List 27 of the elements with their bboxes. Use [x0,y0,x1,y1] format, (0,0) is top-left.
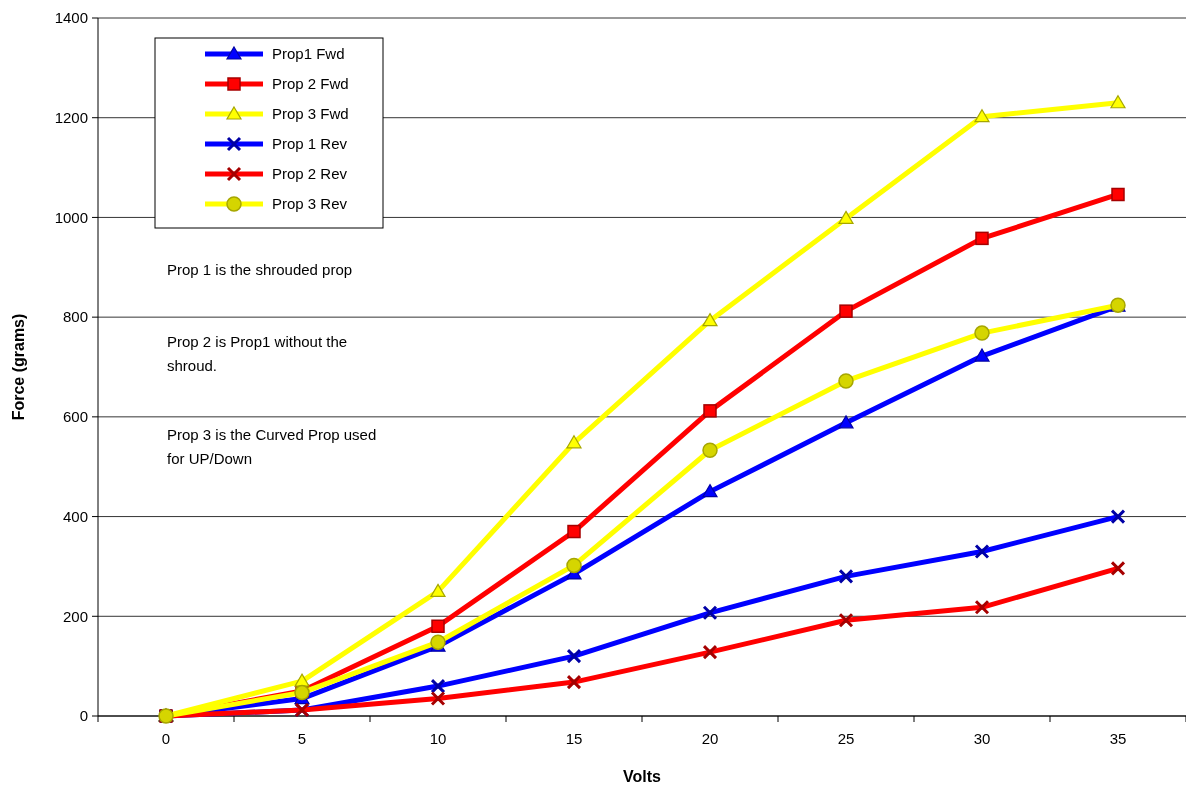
x-tick-label: 25 [837,730,855,747]
legend-label: Prop 2 Fwd [272,75,349,93]
x-tick-label: 35 [1109,730,1127,747]
y-axis-title: Force (grams) [10,313,27,421]
y-tick-label: 1000 [54,208,88,226]
legend-label: Prop 3 Fwd [272,105,349,123]
x-axis-title: Volts [623,768,662,785]
y-tick-label: 0 [79,707,88,725]
x-tick-label: 5 [297,730,307,747]
x-tick-label: 30 [973,730,991,747]
y-tick-label: 400 [62,507,88,525]
legend-label: Prop 3 Rev [272,195,348,213]
x-tick-label: 15 [565,730,583,747]
y-tick-label: 1400 [54,9,88,27]
y-tick-label: 600 [62,408,88,426]
x-tick-label: 10 [429,730,447,747]
x-tick-label: 0 [161,730,171,747]
x-tick-label: 20 [701,730,719,747]
legend-label: Prop1 Fwd [272,45,345,63]
annotation: Prop 3 is the Curved Prop used for UP/Down [167,426,377,467]
legend-label: Prop 2 Rev [272,165,348,183]
annotation: Prop 1 is the shrouded prop [167,261,353,278]
annotation: Prop 2 is Prop1 without the shroud. [167,333,348,374]
y-tick-label: 1200 [54,108,88,126]
y-tick-label: 800 [62,308,88,326]
y-tick-label: 200 [62,607,88,625]
legend-label: Prop 1 Rev [272,135,348,153]
